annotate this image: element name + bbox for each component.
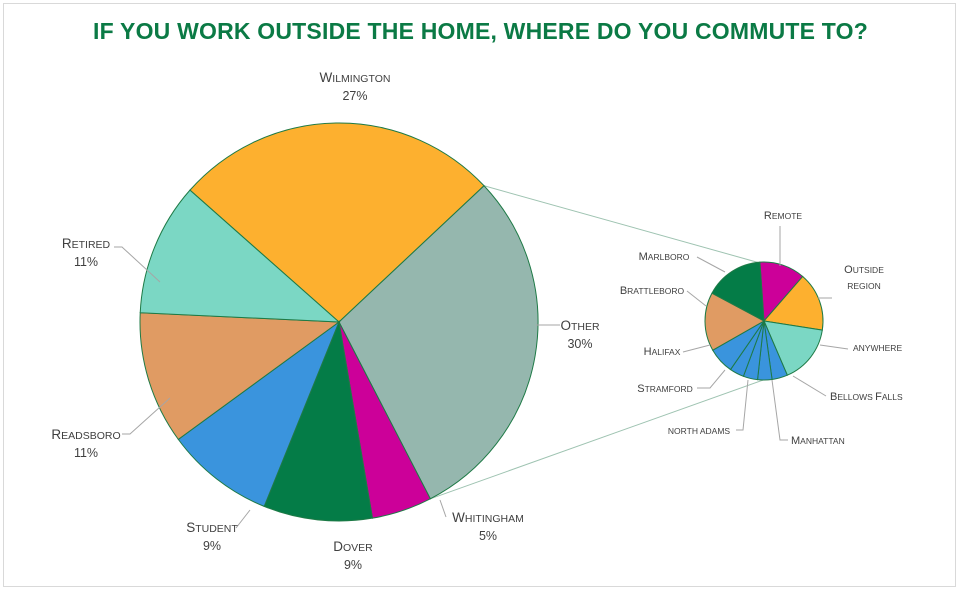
slice-dover[interactable] bbox=[263, 320, 374, 522]
sub-label-halifax: HALIFAX bbox=[644, 346, 681, 358]
sub-label-bellows-falls: BELLOWS FALLS bbox=[830, 391, 903, 403]
leader-whitingham bbox=[439, 499, 447, 518]
label-dover: DOVER bbox=[333, 539, 373, 554]
sub-label-anywhere: ANYWHERE bbox=[853, 343, 902, 353]
leader-halifax bbox=[682, 344, 711, 353]
pct-other: 30% bbox=[567, 337, 592, 351]
slice-readsboro[interactable] bbox=[139, 312, 341, 441]
sub-label-manhattan: MANHATTAN bbox=[791, 435, 845, 447]
leader-student bbox=[235, 509, 251, 529]
leader-bellows-falls bbox=[792, 375, 827, 397]
pct-readsboro: 11% bbox=[74, 446, 98, 460]
sub-slice-brattleboro[interactable] bbox=[704, 292, 766, 351]
pct-retired: 11% bbox=[74, 255, 98, 269]
label-student: STUDENT bbox=[186, 520, 238, 535]
label-readsboro: READSBORO bbox=[51, 427, 120, 442]
sub-label-stamford: STRAMFORD bbox=[637, 383, 693, 395]
leader-readsboro bbox=[122, 397, 171, 435]
pct-student: 9% bbox=[203, 539, 221, 553]
label-whitingham: WHITINGHAM bbox=[452, 510, 524, 525]
slice-wilmington[interactable] bbox=[189, 122, 485, 323]
slice-student[interactable] bbox=[177, 320, 341, 508]
sub-slice-outside-region[interactable] bbox=[763, 275, 824, 331]
leader-marlboro bbox=[696, 256, 726, 273]
label-other: OTHER bbox=[560, 318, 600, 333]
connector-line-top bbox=[483, 185, 761, 264]
connector-line-bottom bbox=[430, 378, 767, 500]
sub-slice-marlboro[interactable] bbox=[711, 261, 765, 322]
leader-stamford bbox=[697, 369, 726, 389]
leader-north-adams bbox=[736, 379, 749, 431]
sub-label-north-adams: NORTH ADAMS bbox=[668, 426, 731, 436]
chart-title: IF YOU WORK OUTSIDE THE HOME, WHERE DO Y… bbox=[93, 18, 868, 44]
pct-dover: 9% bbox=[344, 558, 362, 572]
label-retired: RETIRED bbox=[62, 236, 111, 251]
pct-whitingham: 5% bbox=[479, 529, 497, 543]
slice-other[interactable] bbox=[338, 185, 539, 500]
leader-manhattan bbox=[771, 379, 788, 441]
leader-anywhere bbox=[819, 344, 849, 350]
label-wilmington: WILMINGTON bbox=[320, 70, 391, 85]
leader-retired bbox=[114, 246, 161, 283]
sub-slice-anywhere[interactable] bbox=[763, 320, 823, 376]
slice-retired[interactable] bbox=[139, 189, 341, 323]
sub-label-remote: REMOTE bbox=[764, 210, 803, 222]
pct-wilmington: 27% bbox=[342, 89, 367, 103]
leader-brattleboro bbox=[686, 290, 707, 307]
sub-label-outside-region: OUTSIDE REGION bbox=[844, 264, 884, 291]
sub-label-brattleboro: BRATTLEBORO bbox=[620, 285, 685, 297]
sub-label-marlboro: MARLBORO bbox=[639, 251, 690, 263]
